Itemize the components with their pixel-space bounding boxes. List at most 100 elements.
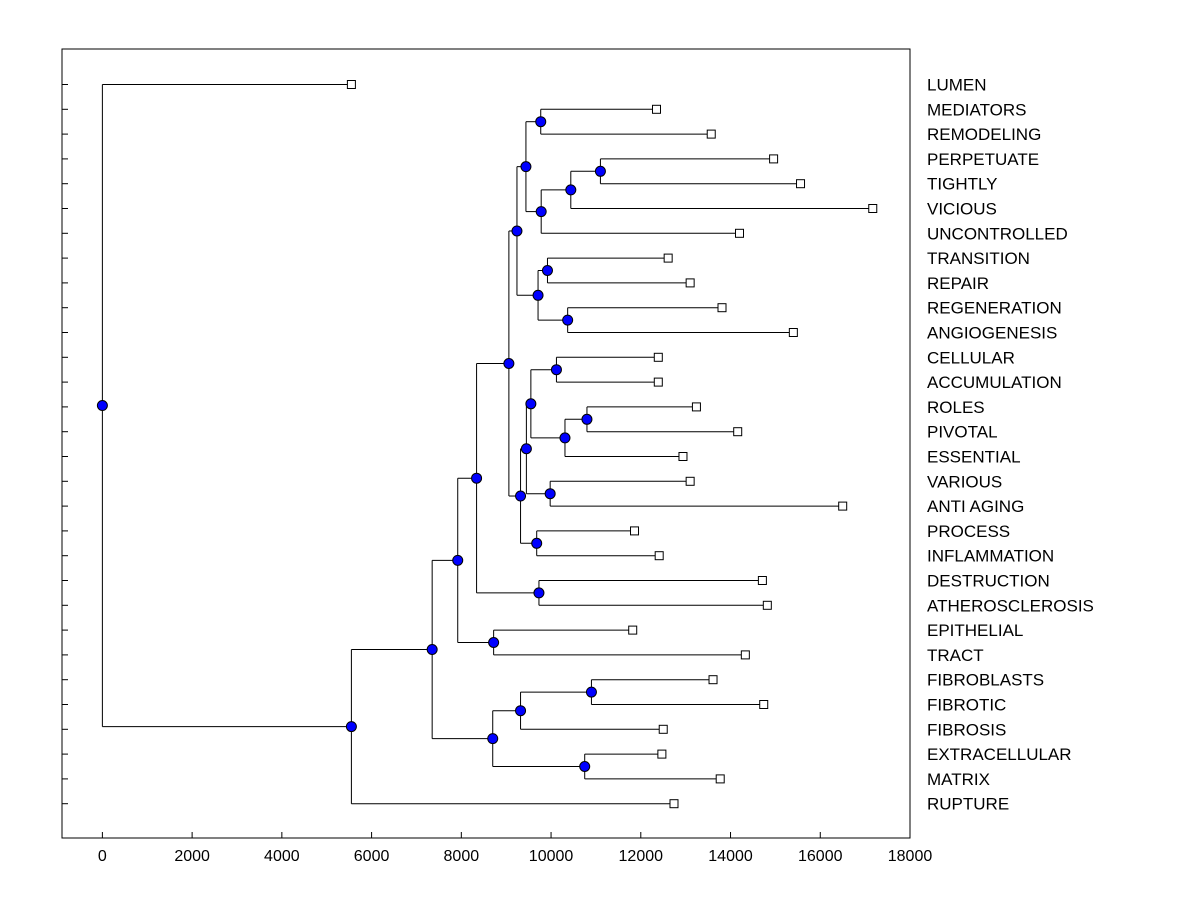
- merge-node: [533, 587, 545, 599]
- leaf-label: PROCESS: [927, 522, 1010, 541]
- leaf-marker: [651, 104, 661, 114]
- merge-node: [452, 554, 464, 566]
- leaf-label: EPITHELIAL: [927, 621, 1023, 640]
- x-tick-label: 18000: [888, 848, 933, 865]
- merge-node: [531, 537, 543, 549]
- leaf-label: FIBROBLASTS: [927, 671, 1044, 690]
- x-tick-label: 12000: [619, 848, 664, 865]
- leaf-label: CELLULAR: [927, 348, 1015, 367]
- leaf-marker: [669, 799, 679, 809]
- merge-node: [535, 116, 547, 128]
- leaf-label: REPAIR: [927, 274, 989, 293]
- merge-node: [471, 472, 483, 484]
- leaf-label: PIVOTAL: [927, 423, 998, 442]
- merge-node: [515, 705, 527, 717]
- merge-node: [426, 643, 438, 655]
- leaf-marker: [717, 303, 727, 313]
- leaf-label: DESTRUCTION: [927, 572, 1050, 591]
- leaf-marker: [759, 700, 769, 709]
- leaf-marker: [685, 476, 695, 486]
- leaf-label: TRACT: [927, 646, 984, 665]
- merge-node: [487, 733, 499, 745]
- leaf-label: REMODELING: [927, 125, 1041, 144]
- leaf-marker: [706, 129, 716, 139]
- leaf-label: MATRIX: [927, 770, 990, 789]
- merge-node: [579, 761, 591, 772]
- merge-node: [559, 432, 571, 444]
- merge-node: [585, 686, 597, 698]
- merge-node: [503, 358, 515, 369]
- merge-node: [96, 400, 108, 412]
- leaf-marker: [346, 80, 356, 89]
- x-axis: 0 2000 4000 6000 8000 10000 12000 14000 16000 180…: [98, 832, 932, 865]
- merge-nodes: [96, 116, 606, 772]
- dendrogram-links: [101, 84, 873, 805]
- leaf-marker: [788, 328, 798, 337]
- leaf-marker: [657, 749, 667, 759]
- leaf-label: ATHEROSCLEROSIS: [927, 596, 1094, 615]
- leaf-marker: [708, 675, 718, 685]
- leaf-label: LUMEN: [927, 76, 987, 95]
- merge-node: [541, 265, 553, 276]
- leaf-label: RUPTURE: [927, 795, 1009, 814]
- leaf-marker: [685, 278, 695, 288]
- x-tick-label: 8000: [444, 848, 480, 865]
- x-tick-label: 16000: [798, 848, 843, 865]
- merge-node: [535, 206, 547, 218]
- x-tick-label: 4000: [264, 848, 300, 865]
- merge-node: [581, 413, 593, 425]
- leaf-marker: [663, 253, 673, 263]
- leaf-marker: [757, 576, 767, 585]
- leaf-marker: [653, 352, 663, 362]
- merge-node: [515, 490, 527, 502]
- leaf-label: ACCUMULATION: [927, 373, 1062, 392]
- merge-node: [520, 443, 532, 455]
- leaf-marker: [628, 625, 638, 635]
- merge-node: [565, 184, 577, 196]
- leaf-marker: [762, 600, 772, 610]
- leaf-marker: [868, 204, 878, 213]
- leaf-label: FIBROTIC: [927, 696, 1006, 715]
- x-tick-label: 0: [98, 848, 107, 865]
- leaf-marker: [740, 650, 750, 660]
- leaf-label: ANGIOGENESIS: [927, 324, 1057, 343]
- merge-node: [594, 165, 606, 177]
- leaf-marker: [715, 774, 725, 784]
- leaf-label: FIBROSIS: [927, 720, 1006, 739]
- x-tick-label: 14000: [708, 848, 753, 865]
- leaf-marker: [796, 179, 806, 189]
- leaf-label: UNCONTROLLED: [927, 224, 1068, 243]
- merge-node: [550, 364, 562, 376]
- leaf-label: TIGHTLY: [927, 175, 998, 194]
- leaf-marker: [733, 427, 743, 437]
- leaf-marker: [691, 402, 701, 412]
- merge-node: [544, 488, 556, 500]
- leaf-marker: [769, 154, 779, 164]
- leaf-marker: [735, 228, 745, 238]
- plot-frame: [61, 48, 911, 839]
- leaf-marker: [653, 377, 663, 387]
- leaf-marker: [630, 526, 640, 536]
- merge-node: [562, 314, 574, 326]
- leaf-label: VARIOUS: [927, 472, 1002, 491]
- merge-node: [525, 398, 537, 410]
- leaf-label: VICIOUS: [927, 200, 997, 219]
- leaf-label: REGENERATION: [927, 299, 1062, 318]
- leaf-label: ANTI AGING: [927, 497, 1024, 516]
- merge-node: [532, 289, 544, 301]
- leaf-marker: [838, 501, 848, 511]
- merge-node: [520, 161, 532, 173]
- leaf-label: PERPETUATE: [927, 150, 1039, 169]
- leaf-labels: LUMEN MEDIATORS REMODELING PERPETUATE TIGHTL…: [927, 76, 1094, 814]
- leaf-label: MEDIATORS: [927, 100, 1027, 119]
- leaf-label: TRANSITION: [927, 249, 1030, 268]
- leaf-marker: [654, 551, 664, 561]
- x-tick-label: 10000: [529, 848, 574, 865]
- leaf-markers: [346, 80, 878, 809]
- x-tick-label: 2000: [174, 848, 210, 865]
- leaf-marker: [678, 452, 688, 461]
- leaf-label: INFLAMMATION: [927, 547, 1054, 566]
- leaf-label: EXTRACELLULAR: [927, 745, 1072, 764]
- x-tick-label: 6000: [354, 848, 390, 865]
